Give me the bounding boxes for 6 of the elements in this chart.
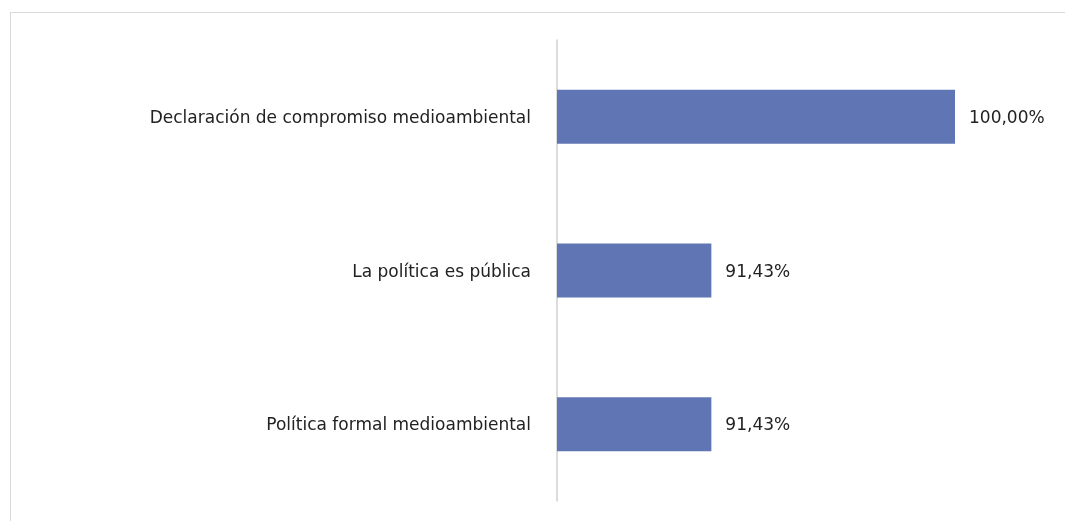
data-label: 100,00% — [969, 106, 1045, 127]
y-tick-label: Declaración de compromiso medioambiental — [149, 106, 531, 127]
data-label: 91,43% — [725, 414, 791, 435]
data-label: 91,43% — [725, 260, 791, 281]
y-tick-label: Política formal medioambiental — [266, 414, 531, 435]
y-tick-label: La política es pública — [352, 260, 531, 281]
